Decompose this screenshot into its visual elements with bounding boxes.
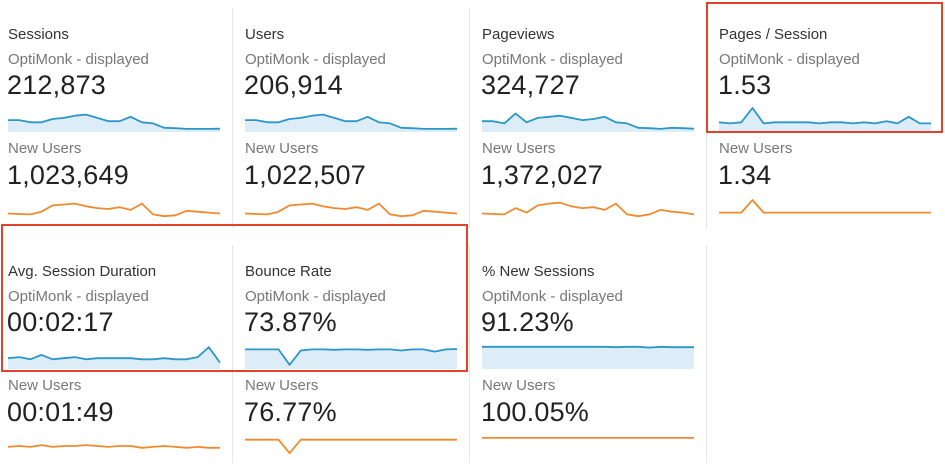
segment-trend-line <box>245 113 458 130</box>
segment-sparkline <box>7 346 221 369</box>
segment-sparkline <box>245 348 458 369</box>
new-users-sparkline <box>719 199 931 214</box>
sparkline-area <box>482 346 694 369</box>
segment-sparkline <box>482 345 694 369</box>
metric-name: % New Sessions <box>482 263 595 280</box>
segment-trend-line <box>8 113 221 130</box>
sparkline-area <box>719 108 931 132</box>
column-separator <box>706 245 707 463</box>
segment-label: OptiMonk - displayed <box>719 51 860 68</box>
column-separator <box>469 245 470 463</box>
new-users-trend-line <box>245 438 457 455</box>
segment-sparkline <box>245 113 458 132</box>
segment-trend-line <box>482 112 695 130</box>
metric-name: Bounce Rate <box>245 263 332 280</box>
sparkline-area <box>8 347 220 369</box>
segment-label: OptiMonk - displayed <box>482 51 623 68</box>
new-users-sparkline <box>481 201 695 218</box>
segment-sparkline <box>8 113 221 132</box>
metric-value: 73.87% <box>244 307 337 337</box>
sparkline-area <box>482 113 694 132</box>
metric-card-users[interactable]: Users OptiMonk - displayed 206,914 New U… <box>237 0 467 235</box>
segment-label: OptiMonk - displayed <box>245 51 386 68</box>
metric-value: 91.23% <box>481 307 574 337</box>
new-users-value: 1,023,649 <box>7 160 129 190</box>
metric-value: 324,727 <box>481 70 580 100</box>
sparkline-area <box>245 349 457 369</box>
new-users-value: 00:01:49 <box>7 397 114 427</box>
new-users-label: New Users <box>8 140 82 157</box>
new-users-value: 76.77% <box>244 397 337 427</box>
new-users-label: New Users <box>245 377 319 394</box>
segment-label: OptiMonk - displayed <box>482 288 623 305</box>
new-users-label: New Users <box>719 140 793 157</box>
segment-sparkline <box>482 112 695 132</box>
new-users-trend-line <box>719 199 931 214</box>
metric-value: 00:02:17 <box>7 307 114 337</box>
segment-trend-line <box>245 348 458 366</box>
new-users-trend-line <box>481 201 695 218</box>
column-separator <box>469 8 470 228</box>
segment-trend-line <box>482 345 694 349</box>
new-users-trend-line <box>244 202 458 218</box>
highlight-box-pages-per-session <box>706 2 943 133</box>
segment-trend-line <box>7 346 221 364</box>
new-users-value: 1,022,507 <box>244 160 366 190</box>
new-users-sparkline <box>244 202 458 218</box>
metric-card-avg-session-duration[interactable]: Avg. Session Duration OptiMonk - display… <box>0 237 230 472</box>
metric-card-pageviews[interactable]: Pageviews OptiMonk - displayed 324,727 N… <box>474 0 704 235</box>
metric-name: Users <box>245 26 285 43</box>
new-users-trend-line <box>7 444 220 449</box>
highlight-box-duration-bounce <box>1 224 468 372</box>
new-users-sparkline <box>245 438 457 455</box>
segment-sparkline <box>718 107 931 132</box>
new-users-label: New Users <box>245 140 319 157</box>
new-users-label: New Users <box>482 377 556 394</box>
metric-value: 212,873 <box>7 70 106 100</box>
new-users-sparkline <box>7 444 220 449</box>
segment-trend-line <box>718 107 931 125</box>
new-users-value: 1.34 <box>718 160 772 190</box>
metric-value: 206,914 <box>244 70 343 100</box>
segment-label: OptiMonk - displayed <box>245 288 386 305</box>
new-users-label: New Users <box>8 377 82 394</box>
new-users-sparkline <box>7 202 221 218</box>
metric-card-new-sessions-percent[interactable]: % New Sessions OptiMonk - displayed 91.2… <box>474 237 704 472</box>
column-separator <box>232 8 233 228</box>
new-users-sparkline <box>482 437 694 439</box>
metric-card-bounce-rate[interactable]: Bounce Rate OptiMonk - displayed 73.87% … <box>237 237 467 472</box>
metric-name: Sessions <box>8 26 69 43</box>
metric-name: Pageviews <box>482 26 555 43</box>
segment-label: OptiMonk - displayed <box>8 288 149 305</box>
new-users-value: 1,372,027 <box>481 160 603 190</box>
metric-card-sessions[interactable]: Sessions OptiMonk - displayed 212,873 Ne… <box>0 0 230 235</box>
column-separator <box>232 245 233 463</box>
metric-card-pages-per-session[interactable]: Pages / Session OptiMonk - displayed 1.5… <box>711 0 941 235</box>
metric-value: 1.53 <box>718 70 772 100</box>
metric-name: Avg. Session Duration <box>8 263 157 280</box>
new-users-value: 100.05% <box>481 397 589 427</box>
metric-name: Pages / Session <box>719 26 828 43</box>
segment-label: OptiMonk - displayed <box>8 51 149 68</box>
new-users-trend-line <box>7 202 221 218</box>
new-users-label: New Users <box>482 140 556 157</box>
